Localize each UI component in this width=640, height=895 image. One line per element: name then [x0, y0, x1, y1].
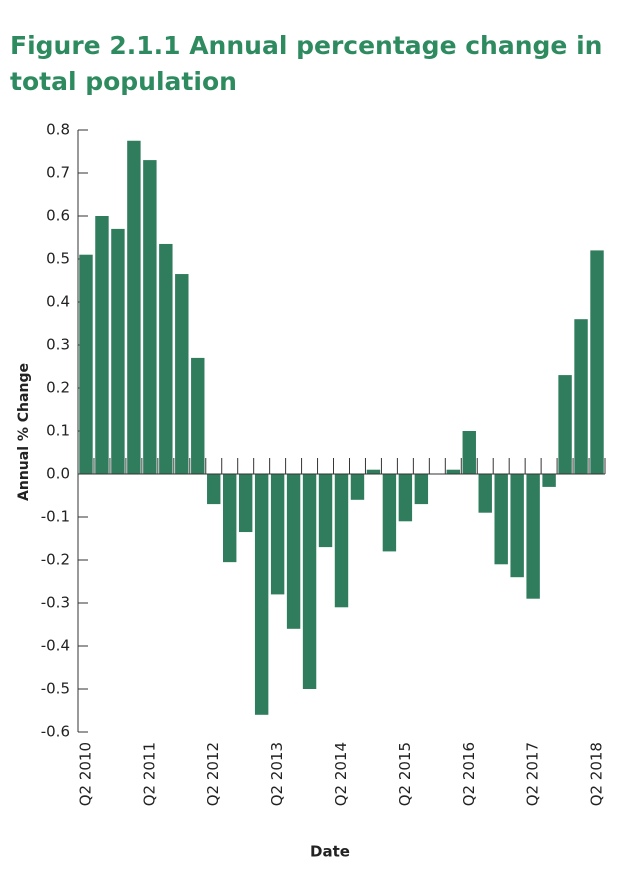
bar [79, 254, 93, 474]
bar [223, 474, 237, 563]
y-tick-label: 0.3 [46, 336, 70, 354]
y-tick-label: -0.3 [41, 594, 70, 612]
x-tick-label: Q2 2016 [460, 742, 478, 806]
y-tick-label: 0.6 [46, 207, 70, 225]
y-tick-label: 0.4 [46, 293, 70, 311]
y-axis-label: Annual % Change [16, 363, 32, 501]
bar [478, 474, 492, 513]
bar [175, 274, 189, 474]
y-tick-label: 0.8 [46, 121, 70, 139]
x-axis-label: Date [310, 843, 350, 861]
y-tick-label: -0.4 [41, 637, 70, 655]
y-tick-label: 0.2 [46, 379, 70, 397]
bar [95, 216, 109, 474]
bar [350, 474, 365, 500]
y-tick-label: 0.1 [46, 422, 70, 440]
bar [542, 474, 556, 487]
bar [590, 250, 604, 474]
bar [191, 357, 205, 474]
bar [558, 375, 572, 474]
y-tick-label: -0.5 [41, 680, 70, 698]
bar [494, 474, 508, 565]
bar [238, 474, 253, 533]
x-tick-label: Q2 2012 [204, 742, 222, 806]
y-tick-label: -0.2 [41, 551, 70, 569]
bar [510, 474, 524, 578]
bar [254, 474, 269, 715]
bar [270, 474, 285, 595]
x-tick-label: Q2 2015 [396, 742, 414, 806]
bar [143, 160, 157, 474]
bar [366, 469, 381, 474]
bar [398, 474, 413, 522]
bar [159, 243, 173, 474]
x-tick-label: Q2 2013 [268, 742, 286, 806]
x-tick-label: Q2 2017 [524, 742, 542, 806]
y-tick-label: -0.1 [41, 508, 70, 526]
bar [111, 228, 125, 474]
x-tick-label: Q2 2011 [140, 742, 158, 806]
bar [127, 140, 141, 474]
bar [526, 474, 540, 599]
bar [414, 474, 429, 505]
bar [446, 469, 460, 474]
bar [382, 474, 397, 552]
bar [286, 474, 301, 629]
x-tick-label: Q2 2014 [332, 742, 350, 806]
bar [462, 431, 476, 474]
y-tick-label: 0.0 [46, 465, 70, 483]
bar [334, 474, 349, 608]
bar [574, 319, 588, 474]
bar [207, 474, 221, 505]
bar [318, 474, 333, 548]
chart-title: Figure 2.1.1 Annual percentage change in… [10, 31, 603, 96]
x-tick-label: Q2 2010 [76, 742, 94, 806]
y-tick-label: -0.6 [41, 723, 70, 741]
y-tick-label: 0.7 [46, 164, 70, 182]
y-tick-label: 0.5 [46, 250, 70, 268]
bar [302, 474, 317, 689]
x-tick-label: Q2 2018 [588, 742, 606, 806]
